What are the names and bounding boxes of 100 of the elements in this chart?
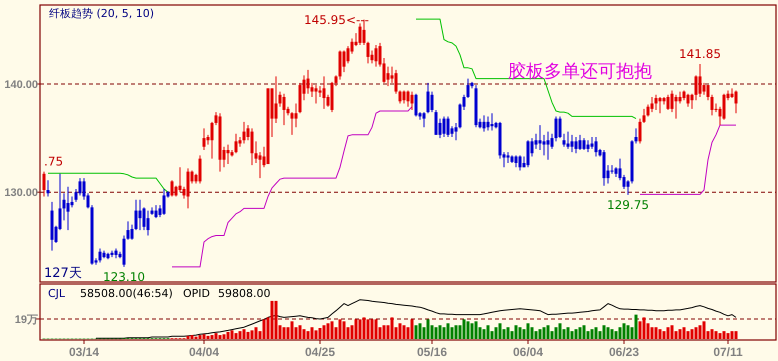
candlestick: [626, 180, 630, 196]
candlestick: [590, 136, 594, 150]
bar: [290, 321, 294, 339]
annotation: CJL: [48, 287, 66, 300]
bar: [186, 336, 190, 339]
candlestick: [42, 171, 46, 198]
candlestick: [698, 63, 702, 98]
candlestick: [318, 86, 322, 98]
bar: [670, 325, 674, 339]
candlestick: [694, 74, 698, 101]
candlestick: [490, 112, 494, 132]
candlestick: [670, 90, 674, 113]
bar: [242, 329, 246, 339]
candlestick: [66, 186, 70, 231]
bar: [250, 330, 254, 339]
bar: [318, 328, 322, 339]
x-tick-label: 05/16: [416, 345, 448, 359]
candlestick: [202, 128, 206, 150]
candlestick: [126, 220, 130, 240]
candlestick: [138, 199, 142, 231]
bar: [450, 327, 454, 339]
candlestick: [574, 136, 578, 154]
candlestick: [178, 166, 182, 193]
candlestick: [342, 50, 346, 73]
bar: [574, 329, 578, 339]
candlestick: [434, 109, 438, 136]
bar: [546, 325, 550, 339]
bar: [354, 319, 358, 339]
candlestick: [734, 90, 738, 114]
bar: [342, 321, 346, 339]
candlestick: [554, 116, 558, 142]
bar: [330, 321, 334, 339]
candlestick: [506, 152, 510, 164]
candlestick: [614, 166, 618, 178]
x-tick-label: 04/25: [304, 345, 336, 359]
bar: [410, 319, 414, 339]
candlestick: [642, 108, 646, 124]
bar: [314, 330, 318, 339]
candlestick: [594, 136, 598, 157]
bar: [654, 327, 658, 339]
bar: [582, 325, 586, 339]
candlestick: [682, 90, 686, 101]
bar: [494, 327, 498, 339]
candlestick: [646, 104, 650, 117]
candlestick: [174, 185, 178, 198]
annotation: 141.85: [679, 46, 721, 61]
bar: [718, 333, 722, 339]
candlestick: [706, 84, 710, 101]
candlestick: [486, 116, 490, 132]
candlestick: [546, 131, 550, 160]
bar: [462, 319, 466, 339]
candlestick: [46, 180, 50, 198]
candlestick: [570, 134, 574, 153]
bar: [474, 321, 478, 339]
candlestick: [542, 134, 546, 156]
candlestick: [170, 180, 174, 198]
bar: [602, 325, 606, 339]
bar: [506, 327, 510, 339]
candlestick: [146, 210, 150, 236]
bar: [638, 321, 642, 339]
x-tick-label: 06/23: [608, 345, 640, 359]
bar: [614, 331, 618, 339]
bar: [694, 327, 698, 339]
candlestick: [402, 90, 406, 104]
candlestick: [586, 140, 590, 153]
candlestick: [78, 178, 82, 196]
candlestick: [426, 82, 430, 114]
annotation: 129.75: [607, 198, 649, 212]
bar: [222, 334, 226, 339]
bar: [466, 321, 470, 339]
candlestick: [414, 93, 418, 117]
bar: [390, 317, 394, 339]
candlestick: [638, 118, 642, 144]
candlestick: [306, 69, 310, 94]
bar: [482, 329, 486, 339]
bar: [730, 331, 734, 339]
bar: [238, 331, 242, 339]
bar: [526, 323, 530, 339]
bar: [570, 331, 574, 339]
bar: [198, 335, 202, 339]
candlestick: [334, 74, 338, 87]
candlestick: [686, 93, 690, 108]
bar: [658, 329, 662, 339]
bar: [246, 332, 250, 339]
bar: [518, 327, 522, 339]
x-tick-label: 03/14: [68, 345, 100, 359]
candlestick: [374, 44, 378, 68]
candlestick: [654, 94, 658, 110]
bar: [538, 329, 542, 339]
candlestick: [394, 69, 398, 94]
bar: [606, 327, 610, 339]
candlestick: [398, 90, 402, 104]
bar: [734, 331, 738, 339]
candlestick: [274, 76, 278, 124]
bar: [578, 327, 582, 339]
bar: [310, 327, 314, 339]
bar: [270, 300, 274, 339]
candlestick: [134, 199, 138, 231]
candlestick: [210, 121, 214, 160]
bar: [338, 319, 342, 339]
